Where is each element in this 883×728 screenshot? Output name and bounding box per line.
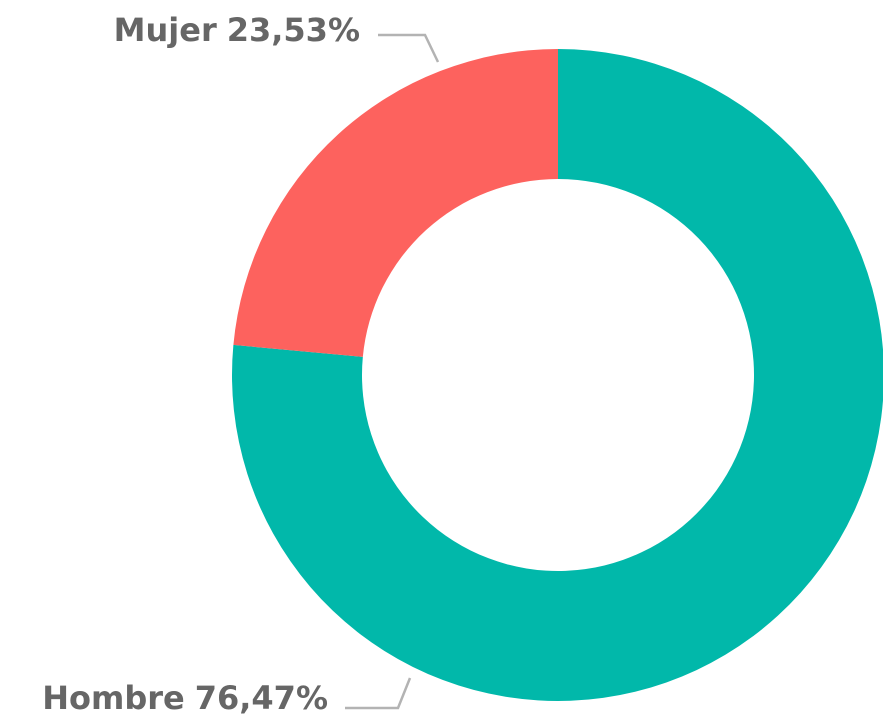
leader-line <box>378 33 440 63</box>
slice-value: 23,53% <box>227 11 360 49</box>
donut-slice <box>232 49 883 701</box>
leader-line <box>345 677 412 710</box>
slice-value: 76,47% <box>195 679 328 717</box>
donut-slice <box>233 49 559 357</box>
slice-label: Hombre 76,47% <box>42 679 328 717</box>
slice-name: Hombre <box>42 679 185 717</box>
slice-name: Mujer <box>114 11 217 49</box>
slice-label: Mujer 23,53% <box>114 11 360 49</box>
